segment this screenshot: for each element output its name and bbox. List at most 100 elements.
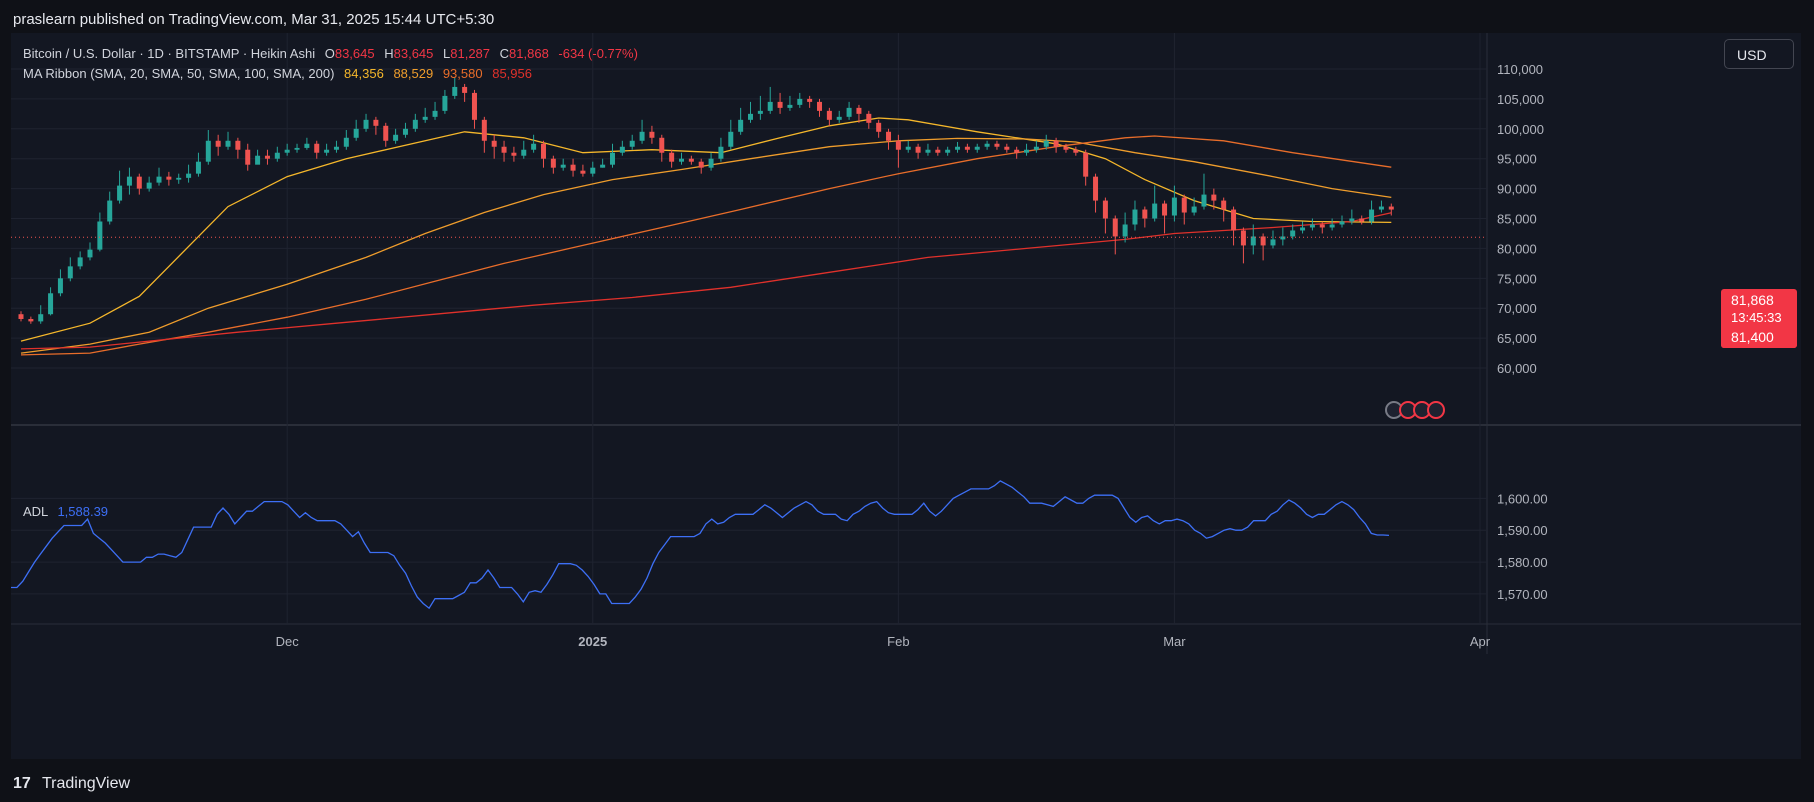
candle-body — [1250, 236, 1256, 246]
candle-body — [117, 185, 123, 201]
candle-body — [836, 116, 842, 120]
candle-body — [186, 173, 192, 178]
chart-canvas[interactable]: 60,000 65,000 70,000 75,000 80,000 85,000 90,0… — [11, 33, 1801, 759]
candle-body — [422, 116, 428, 120]
candle-body — [333, 146, 339, 150]
candle-body — [1231, 209, 1237, 231]
candle-body — [639, 131, 645, 141]
candle-body — [314, 143, 320, 153]
ma20-value: 84,356 — [344, 66, 384, 81]
candle-body — [945, 149, 951, 153]
candle-body — [521, 149, 527, 156]
candle-body — [1349, 218, 1355, 222]
footer: 17 TradingView — [0, 760, 1814, 802]
time-tick-label: Apr — [1470, 634, 1491, 649]
candle-body — [274, 152, 280, 159]
candle-body — [777, 101, 783, 108]
candle-body — [304, 143, 310, 148]
candle-body — [787, 104, 793, 108]
price-tick-label: 80,000 — [1497, 241, 1537, 256]
candle-body — [383, 125, 389, 141]
candle-body — [649, 131, 655, 138]
candle-body — [1221, 200, 1227, 210]
candle-body — [905, 146, 911, 150]
candle-body — [738, 119, 744, 132]
low-label: L — [443, 46, 451, 61]
candle-body — [402, 128, 408, 135]
candle-body — [718, 146, 724, 159]
adl-tick-label: 1,570.00 — [1497, 587, 1548, 602]
candle-body — [205, 140, 211, 162]
candle-body — [107, 200, 113, 222]
adl-legend: ADL 1,588.39 — [23, 504, 108, 519]
candle-body — [994, 143, 1000, 147]
tradingview-logo-icon[interactable]: 17 — [13, 775, 31, 792]
price-tick-label: 70,000 — [1497, 301, 1537, 316]
candle-body — [955, 146, 961, 150]
last-price: 81,868 — [1731, 292, 1774, 308]
candle-body — [324, 149, 330, 153]
event-flag-icon — [1427, 401, 1445, 419]
candle-body — [984, 143, 990, 147]
candle-body — [1024, 149, 1030, 153]
candle-body — [1270, 239, 1276, 246]
candle-body — [807, 98, 813, 102]
candle-body — [235, 140, 241, 150]
ma-ribbon-label[interactable]: MA Ribbon (SMA, 20, SMA, 50, SMA, 100, S… — [23, 66, 335, 81]
candle-body — [1300, 227, 1306, 231]
candle-body — [826, 110, 832, 120]
candle-body — [846, 107, 852, 117]
price-tick-label: 100,000 — [1497, 122, 1544, 137]
candle-body — [580, 170, 586, 174]
price-tick-label: 95,000 — [1497, 152, 1537, 167]
candle-body — [1329, 224, 1335, 228]
candle-body — [353, 128, 359, 138]
adl-label[interactable]: ADL — [23, 504, 48, 519]
candle-body — [1073, 149, 1079, 153]
candle-body — [876, 122, 882, 132]
candle-body — [126, 176, 132, 186]
candle-body — [600, 164, 606, 168]
candle-body — [471, 92, 477, 120]
candle-body — [264, 155, 270, 159]
price-tick-label: 60,000 — [1497, 361, 1537, 376]
candle-body — [1201, 194, 1207, 207]
candle-body — [284, 149, 290, 153]
low-value: 81,287 — [450, 46, 491, 61]
candle-body — [817, 101, 823, 111]
candle-body — [442, 95, 448, 111]
candle-body — [481, 119, 487, 141]
low-price-tag: 81,400 — [1721, 326, 1797, 348]
candle-body — [590, 167, 596, 174]
candle-body — [225, 140, 231, 147]
high-label: H — [384, 46, 394, 61]
currency-button[interactable]: USD — [1724, 39, 1794, 69]
candle-body — [511, 152, 517, 156]
candle-body — [540, 143, 546, 159]
candle-body — [462, 86, 468, 93]
adl-tick-label: 1,600.00 — [1497, 491, 1548, 506]
candle-body — [757, 110, 763, 114]
candle-body — [1378, 206, 1384, 210]
price-tick-label: 85,000 — [1497, 212, 1537, 227]
chart-frame[interactable]: 60,000 65,000 70,000 75,000 80,000 85,000 90,0… — [11, 33, 1801, 759]
tradingview-brand[interactable]: TradingView — [42, 775, 131, 792]
candle-body — [1093, 176, 1099, 201]
time-tick-label: Dec — [276, 634, 300, 649]
candle-body — [77, 257, 83, 267]
candle-body — [28, 318, 34, 322]
adl-tick-label: 1,590.00 — [1497, 523, 1548, 538]
candle-body — [669, 152, 675, 162]
candle-body — [1132, 209, 1138, 225]
candle-body — [294, 147, 300, 150]
candle-body — [1290, 230, 1296, 237]
candle-body — [1319, 224, 1325, 228]
candle-body — [1280, 236, 1286, 240]
candle-body — [550, 158, 556, 168]
candle-body — [915, 146, 921, 153]
open-label: O — [324, 46, 335, 61]
symbol-title[interactable]: Bitcoin / U.S. Dollar · 1D · BITSTAMP · … — [23, 46, 316, 61]
candle-body — [363, 119, 369, 129]
candle-body — [1211, 194, 1217, 201]
candle-body — [146, 182, 152, 189]
